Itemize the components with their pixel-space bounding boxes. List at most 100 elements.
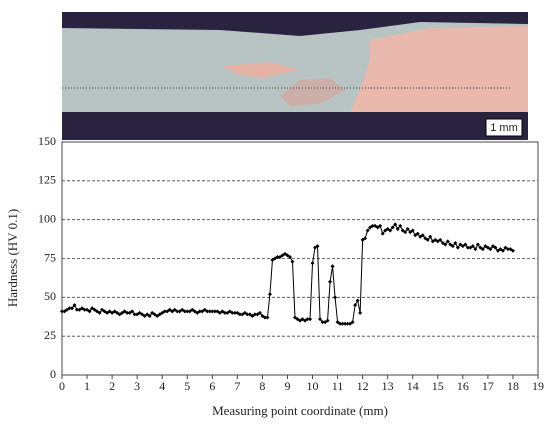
data-marker xyxy=(405,226,410,231)
y-tick-label: 125 xyxy=(38,173,56,187)
data-marker xyxy=(272,256,277,261)
data-marker xyxy=(503,245,508,250)
data-marker xyxy=(177,309,182,314)
x-tick-label: 15 xyxy=(432,379,444,393)
data-marker xyxy=(468,245,473,250)
data-marker xyxy=(145,312,150,317)
data-marker xyxy=(370,223,375,228)
data-marker xyxy=(453,240,458,245)
data-marker xyxy=(348,321,353,326)
x-tick-label: 8 xyxy=(259,379,265,393)
data-marker xyxy=(343,321,348,326)
data-marker xyxy=(498,247,503,252)
data-marker xyxy=(318,317,323,322)
data-marker xyxy=(122,309,127,314)
y-tick-label: 100 xyxy=(38,211,56,225)
data-marker xyxy=(257,310,262,315)
data-marker xyxy=(338,321,343,326)
data-marker xyxy=(403,230,408,235)
data-marker xyxy=(345,321,350,326)
data-marker xyxy=(385,226,390,231)
x-tick-label: 11 xyxy=(332,379,344,393)
data-marker xyxy=(155,313,160,318)
data-marker xyxy=(350,320,355,325)
data-marker xyxy=(117,312,122,317)
data-marker xyxy=(465,245,470,250)
data-marker xyxy=(100,307,105,312)
plot-frame xyxy=(61,141,539,376)
data-marker xyxy=(105,310,110,315)
data-marker xyxy=(80,306,85,311)
data-marker xyxy=(187,309,192,314)
data-marker xyxy=(425,237,430,242)
data-marker xyxy=(420,233,425,238)
pink-region xyxy=(350,26,528,112)
data-marker xyxy=(120,310,125,315)
data-marker xyxy=(197,309,202,314)
data-marker xyxy=(190,307,195,312)
data-marker xyxy=(443,242,448,247)
data-marker xyxy=(483,244,488,249)
data-marker xyxy=(77,307,82,312)
data-marker xyxy=(182,309,187,314)
data-marker xyxy=(192,309,197,314)
data-marker xyxy=(440,240,445,245)
x-tick-label: 7 xyxy=(234,379,240,393)
data-marker xyxy=(185,309,190,314)
data-marker xyxy=(438,237,443,242)
x-tick-label: 1 xyxy=(84,379,90,393)
data-marker xyxy=(250,313,255,318)
data-marker xyxy=(147,313,152,318)
y-tick-label: 0 xyxy=(50,367,56,381)
y-axis-label: Hardness (HV 0.1) xyxy=(5,209,20,307)
data-line xyxy=(62,223,514,325)
data-marker xyxy=(373,223,378,228)
data-marker xyxy=(303,318,308,323)
data-marker xyxy=(287,254,292,259)
data-marker xyxy=(418,234,423,239)
data-marker xyxy=(132,312,137,317)
data-marker xyxy=(383,228,388,233)
pink-inclusion xyxy=(280,78,345,106)
data-marker xyxy=(102,309,107,314)
data-marker xyxy=(165,309,170,314)
x-tick-label: 18 xyxy=(507,379,519,393)
data-marker xyxy=(60,309,64,314)
scale-bar-box xyxy=(485,118,523,137)
x-tick-label: 6 xyxy=(209,379,215,393)
data-marker xyxy=(415,231,420,236)
data-marker xyxy=(428,234,433,239)
data-marker xyxy=(195,310,200,315)
data-marker xyxy=(310,261,315,266)
data-marker xyxy=(298,318,302,323)
data-marker xyxy=(398,223,403,228)
data-marker xyxy=(135,312,140,317)
x-tick-label: 10 xyxy=(307,379,319,393)
data-marker xyxy=(320,320,325,325)
data-marker xyxy=(265,315,270,320)
data-marker xyxy=(408,230,413,235)
data-marker xyxy=(355,298,360,303)
data-marker xyxy=(335,320,340,325)
data-marker xyxy=(460,244,465,249)
data-marker xyxy=(305,317,310,322)
data-marker xyxy=(235,310,240,315)
data-marker xyxy=(277,254,282,259)
data-marker xyxy=(232,310,237,315)
data-marker xyxy=(115,310,120,315)
data-marker xyxy=(167,307,172,312)
data-marker xyxy=(455,245,460,250)
data-marker xyxy=(160,310,165,315)
data-marker xyxy=(225,310,230,315)
data-marker xyxy=(430,239,435,244)
data-marker xyxy=(125,310,130,315)
y-tick-label: 150 xyxy=(38,134,56,148)
data-marker xyxy=(433,237,438,242)
data-marker xyxy=(353,303,358,308)
data-marker xyxy=(333,295,338,300)
data-marker xyxy=(490,244,495,249)
data-marker xyxy=(375,225,380,230)
data-marker xyxy=(505,247,510,252)
data-marker xyxy=(92,307,97,312)
